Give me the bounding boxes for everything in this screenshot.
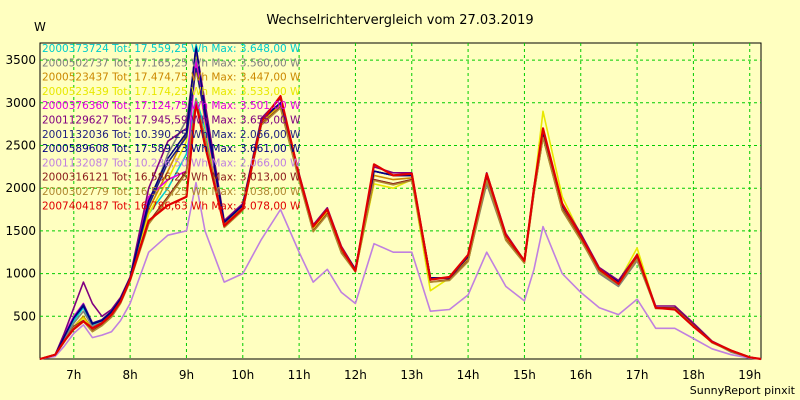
y-tick-label: 1000 [5,267,36,281]
footer-credit: SunnyReport pinxit [690,384,796,397]
x-tick-label: 10h [231,368,254,382]
series-lines [39,45,762,361]
y-tick-label: 1500 [5,224,36,238]
legend-entry: 2000316121 Tot: 16.586,25 Wh Max: 3.013,… [42,172,301,184]
legend-entry: 2000376360 Tot: 17.124,75 Wh Max: 3.501,… [42,100,301,112]
x-tick-label: 14h [457,368,480,382]
x-tick-label: 16h [569,368,592,382]
axis-ticks: 500 1000 1500 2000 2500 3000 3500 7h 8h 9h 10h 11h 1… [5,53,761,382]
y-tick-label: 2000 [5,181,36,195]
x-tick-label: 11h [288,368,311,382]
legend-entry: 2000523439 Tot: 17.174,25 Wh Max: 3.533,… [42,86,301,98]
x-tick-label: 13h [400,368,423,382]
legend: 2000373724 Tot: 17.559,25 Wh Max: 3.648,… [42,43,301,212]
x-tick-label: 8h [123,368,138,382]
x-tick-label: 7h [66,368,81,382]
legend-entry: 2007404187 Tot: 16.786,63 Wh Max: 3.078,… [42,200,301,212]
x-tick-label: 9h [179,368,194,382]
series-line [39,94,762,361]
x-tick-label: 12h [344,368,367,382]
y-tick-label: 3500 [5,53,36,67]
legend-entry: 2000589608 Tot: 17.589,13 Wh Max: 3.661,… [42,143,301,155]
x-tick-label: 17h [626,368,649,382]
y-tick-label: 2500 [5,138,36,152]
legend-entry: 2001129627 Tot: 17.945,59 Wh Max: 3.655,… [42,115,301,127]
legend-entry: 2000502737 Tot: 17.165,25 Wh Max: 3.560,… [42,57,301,69]
x-tick-label: 18h [682,368,705,382]
legend-entry: 2000523437 Tot: 17.474,75 Wh Max: 3.447,… [42,72,301,84]
legend-entry: 2001132036 Tot: 10.390,25 Wh Max: 2.066,… [42,129,301,141]
chart-title: Wechselrichtervergleich vom 27.03.2019 [266,13,533,28]
x-tick-label: 15h [513,368,536,382]
y-tick-label: 3000 [5,96,36,110]
plot-area [39,42,762,360]
series-line [39,181,762,360]
legend-entry: 2000302779 Tot: 16.575,25 Wh Max: 3.038,… [42,186,301,198]
y-axis-label: W [34,20,46,34]
x-tick-label: 19h [738,368,761,382]
legend-entry: 2000373724 Tot: 17.559,25 Wh Max: 3.648,… [42,43,301,55]
y-tick-label: 500 [13,309,36,323]
legend-entry: 2001132087 Tot: 10.236,50 Wh Max: 2.066,… [42,157,301,169]
